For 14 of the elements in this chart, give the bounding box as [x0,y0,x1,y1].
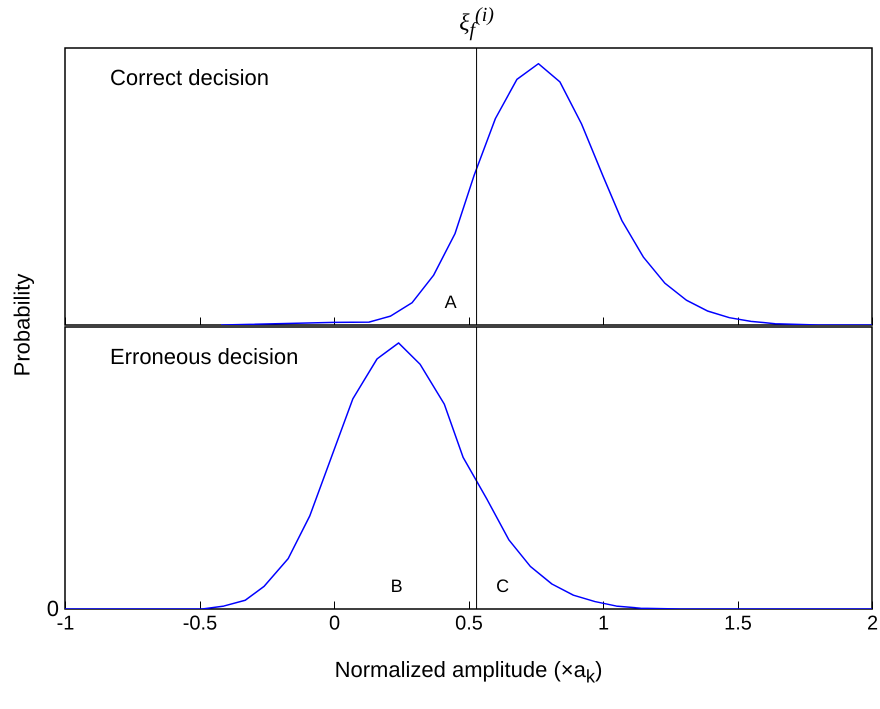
x-tick-label: -0.5 [182,612,218,634]
x-tick-label: 0 [328,612,340,634]
x-tick-label: 1 [598,612,610,634]
annotation: C [496,576,510,596]
x-tick-label: 1.5 [724,612,752,634]
x-tick-label: 2 [866,612,878,634]
annotation: Correct decision [110,65,269,90]
annotation: A [444,292,457,312]
annotation: Erroneous decision [110,344,298,369]
x-tick-label: -1 [56,612,74,634]
annotation: B [390,576,403,596]
x-tick-label: 0.5 [455,612,483,634]
y-axis-title: Probability [8,274,35,376]
x-axis-title: Normalized amplitude (×a$_{k}$) [334,657,604,688]
